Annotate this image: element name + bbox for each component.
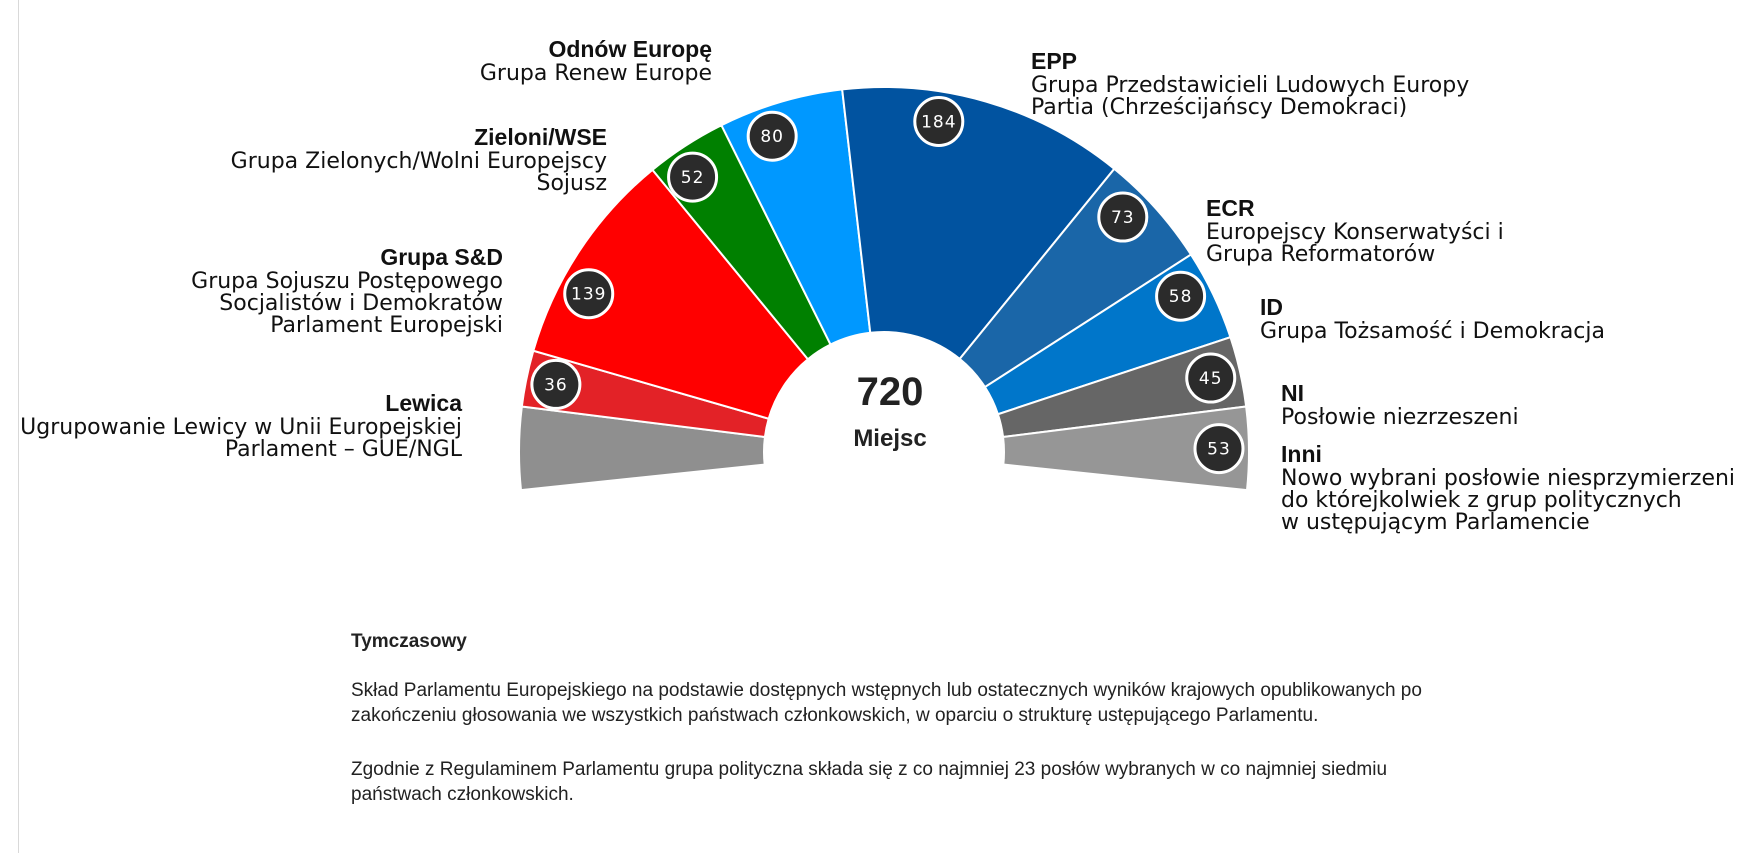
group-full-name: Grupa Tożsamość i Demokracja	[1260, 319, 1605, 344]
seat-badge-value: 58	[1169, 287, 1193, 307]
seat-badge-value: 53	[1207, 440, 1231, 460]
segment-inni	[1001, 405, 1250, 492]
seat-badge-circle	[1193, 423, 1245, 475]
group-abbr: ECR	[1206, 195, 1255, 221]
group-full-name: Grupa Przedstawicieli Ludowych Europy Pa…	[1031, 73, 1470, 120]
notes-section: Tymczasowy Skład Parlamentu Europejskieg…	[351, 629, 1451, 836]
group-label: NI Posłowie niezrzeszeni	[1281, 380, 1519, 429]
group-label: Lewica Ugrupowanie Lewicy w Unii Europejs…	[20, 390, 462, 461]
group-full-name: Europejscy Konserwatyści i Grupa Reforma…	[1206, 220, 1504, 267]
seat-badge-circle	[746, 110, 798, 162]
notes-paragraph-1: Skład Parlamentu Europejskiego na podsta…	[351, 680, 1422, 726]
seat-badge-value: 36	[544, 375, 568, 395]
segment-grupa-s-d	[532, 168, 810, 420]
seat-badge: 80	[746, 110, 798, 162]
seat-badge: 53	[1193, 423, 1245, 475]
total-seats-unit: Miejsc	[853, 425, 927, 452]
seat-badge-value: 184	[921, 113, 956, 133]
group-full-name: Grupa Sojuszu Postępowego Socjalistów i …	[191, 269, 503, 338]
seat-badge-value: 139	[571, 285, 606, 305]
seat-badge-circle	[1097, 191, 1149, 243]
seat-badge: 184	[913, 96, 965, 148]
seat-badge-circle	[913, 96, 965, 148]
group-label: EPP Grupa Przedstawicieli Ludowych Europy…	[1031, 48, 1469, 119]
seat-badge-value: 45	[1199, 369, 1223, 389]
group-label: Zieloni/WSE Grupa Zielonych/Wolni Europej…	[231, 124, 607, 195]
group-abbr: Inni	[1281, 441, 1322, 467]
seat-badge-value: 52	[681, 168, 705, 188]
total-seats: 720	[856, 370, 924, 414]
group-abbr: ID	[1260, 294, 1283, 320]
seat-badge-circle	[563, 268, 615, 320]
group-abbr: NI	[1281, 380, 1304, 406]
notes-paragraph-2: Zgodnie z Regulaminem Parlamentu grupa p…	[351, 759, 1388, 805]
seat-badge: 36	[530, 358, 582, 410]
group-abbr: Grupa S&D	[380, 244, 503, 270]
segment-epp	[841, 86, 1116, 361]
seat-badge: 139	[563, 268, 615, 320]
group-full-name: Posłowie niezrzeszeni	[1281, 405, 1519, 430]
seat-badge: 52	[667, 151, 719, 203]
seat-badge-circle	[1155, 270, 1207, 322]
group-label: Inni Nowo wybrani posłowie niesprzymierze…	[1281, 441, 1735, 534]
seat-badge-value: 73	[1111, 208, 1135, 228]
seat-badge-circle	[1185, 352, 1237, 404]
notes-title: Tymczasowy	[351, 631, 467, 652]
group-abbr: Lewica	[385, 390, 462, 416]
group-abbr: Odnów Europę	[548, 36, 712, 62]
seat-badge: 73	[1097, 191, 1149, 243]
page-left-border	[18, 0, 19, 853]
seat-badge-circle	[667, 151, 719, 203]
group-label: Odnów Europę Grupa Renew Europe	[480, 36, 712, 85]
seat-badge: 58	[1155, 270, 1207, 322]
seat-badge-value: 80	[760, 127, 784, 147]
seat-badge: 45	[1185, 352, 1237, 404]
group-full-name: Grupa Renew Europe	[479, 61, 712, 86]
group-abbr: Zieloni/WSE	[474, 124, 607, 150]
group-full-name: Ugrupowanie Lewicy w Unii Europejskiej P…	[20, 415, 462, 462]
group-label: Grupa S&D Grupa Sojuszu Postępowego Socja…	[191, 244, 503, 337]
group-label: ID Grupa Tożsamość i Demokracja	[1260, 294, 1605, 343]
seat-badge-circle	[530, 358, 582, 410]
group-full-name: Nowo wybrani posłowie niesprzymierzeni d…	[1281, 466, 1736, 535]
group-full-name: Grupa Zielonych/Wolni Europejscy Sojusz	[230, 149, 607, 196]
group-label: ECR Europejscy Konserwatyści i Grupa Refo…	[1206, 195, 1504, 266]
group-abbr: EPP	[1031, 48, 1078, 74]
